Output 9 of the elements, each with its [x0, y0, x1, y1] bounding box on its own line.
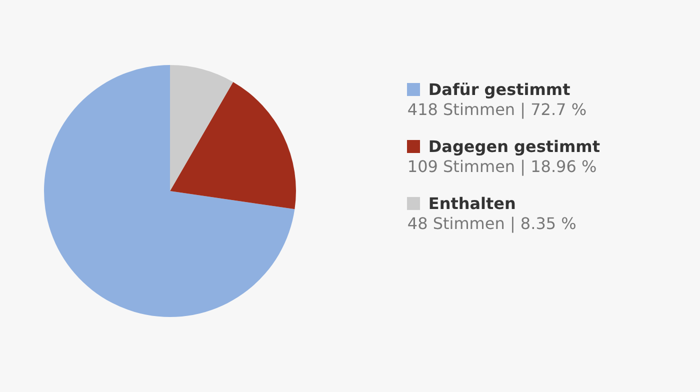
pie-slice: [170, 65, 234, 191]
pie-slice: [44, 65, 295, 317]
data-label: 418 Stimmen | 72.7 %: [407, 100, 588, 119]
legend-label: Dagegen gestimmt: [428, 137, 600, 156]
legend-label: Dafür gestimmt: [428, 80, 570, 99]
data-label: 48 Stimmen | 8.35 %: [407, 214, 578, 233]
data-label: 109 Stimmen | 18.96 %: [407, 157, 598, 176]
legend-label: Enthalten: [428, 194, 516, 213]
pie-slice: [170, 82, 296, 210]
